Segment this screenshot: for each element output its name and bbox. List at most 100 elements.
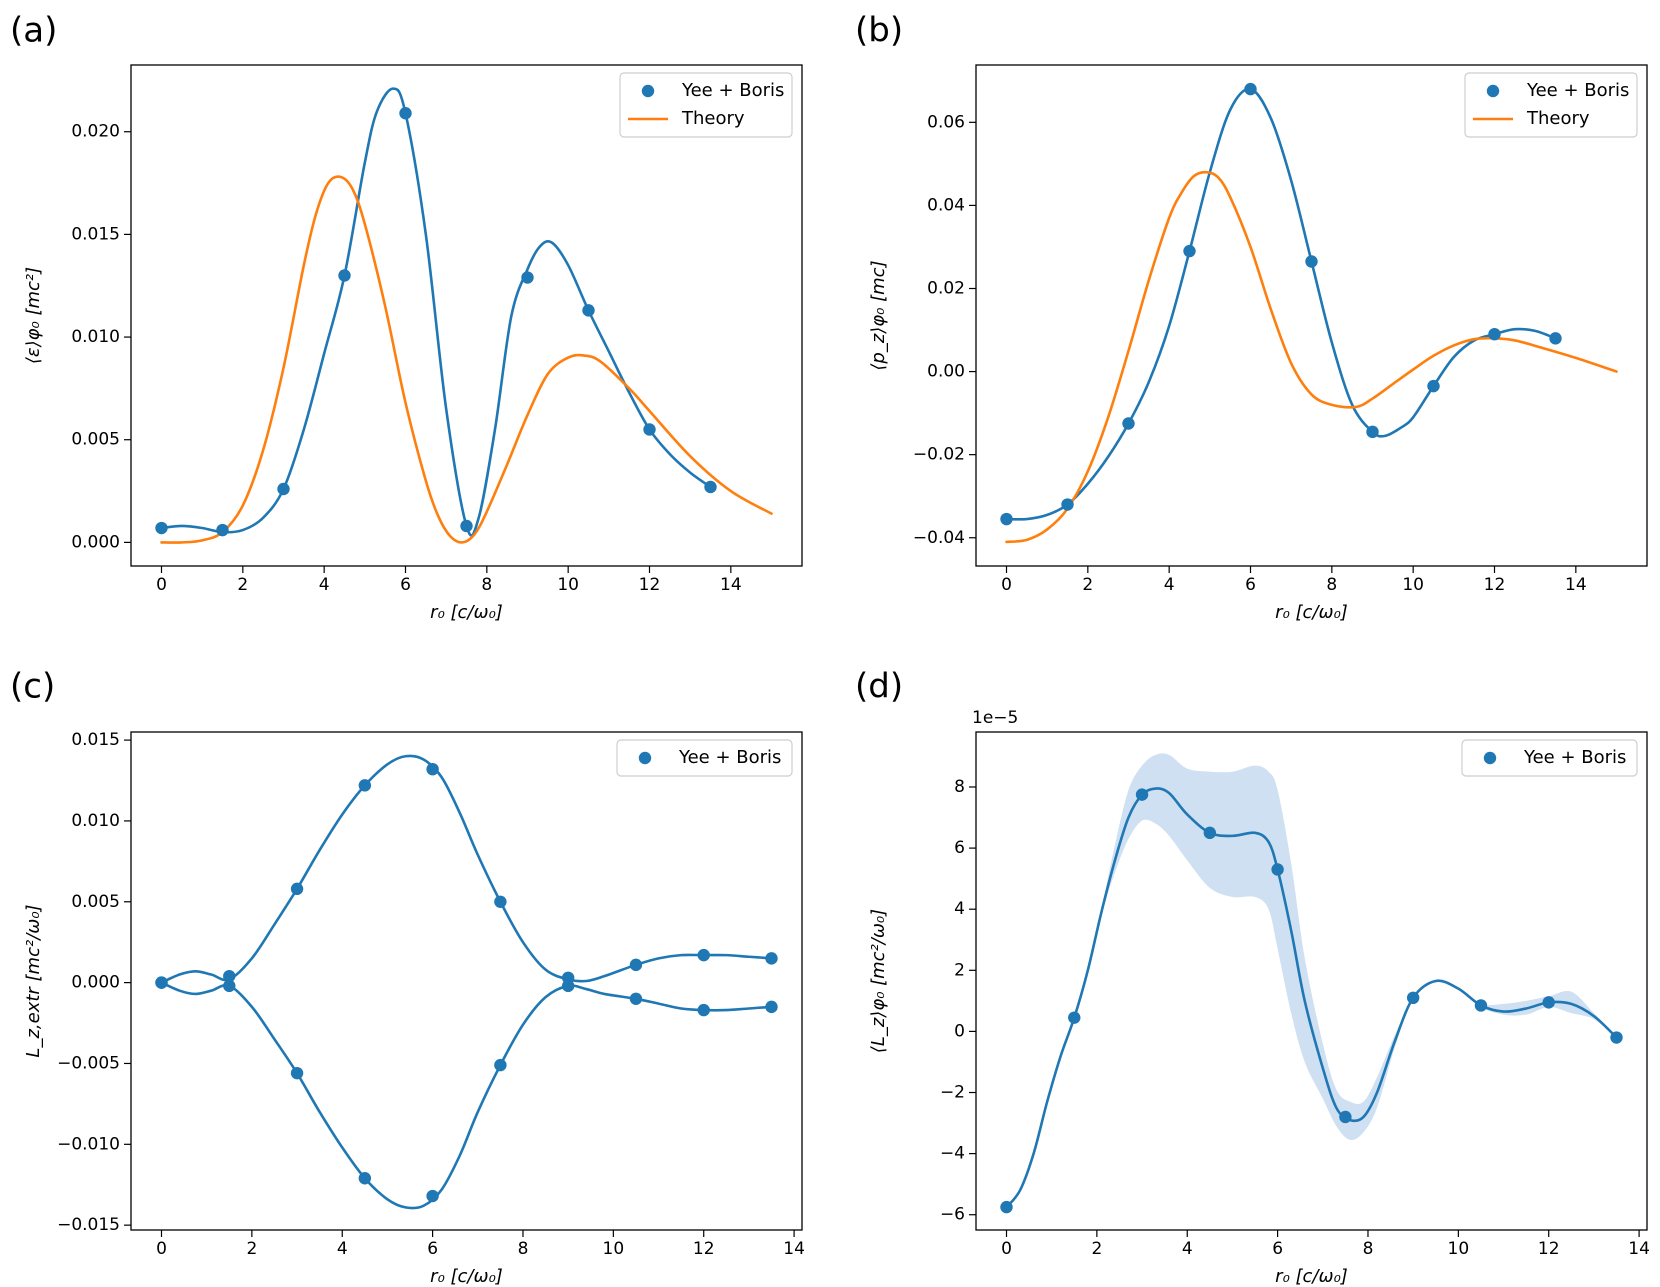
x-axis-label: r₀ [c/ω₀] [1275, 602, 1348, 623]
fit-line [1005, 87, 1557, 521]
x-tick-label: 12 [1484, 575, 1506, 595]
x-tick-label: 6 [1245, 575, 1256, 595]
legend: Yee + Boris [1461, 739, 1638, 777]
x-tick-label: 12 [693, 1239, 715, 1259]
legend-frame [1461, 739, 1638, 777]
x-tick-label: 0 [1001, 575, 1012, 595]
plot-area [155, 754, 778, 1210]
legend-marker-icon [641, 84, 655, 98]
plot-area [155, 87, 773, 544]
y-tick-label: 0.00 [927, 362, 965, 382]
data-point [697, 1003, 710, 1017]
plot-area [1000, 753, 1623, 1214]
data-point [426, 1189, 439, 1203]
y-tick-label: 0.000 [71, 532, 120, 552]
data-point [290, 1066, 304, 1080]
x-tick-label: 14 [1628, 1239, 1650, 1259]
data-point [155, 521, 168, 535]
y-tick-label: −6 [940, 1205, 965, 1225]
y-axis-label: ⟨L_z⟩φ₀ [mc²/ω₀] [868, 909, 889, 1053]
y-tick-label: 0.000 [71, 973, 120, 993]
data-point [460, 519, 473, 533]
legend: Yee + Boris [616, 739, 793, 777]
data-point [1068, 1011, 1081, 1024]
panel-label: (c) [10, 667, 55, 707]
data-point [1061, 498, 1074, 511]
data-point [216, 523, 229, 537]
y-tick-label: 0.06 [927, 112, 965, 132]
legend-entry: Yee + Boris [1523, 747, 1626, 768]
y-axis-label: ⟨p_z⟩φ₀ [mc] [868, 260, 889, 370]
x-tick-label: 10 [603, 1239, 625, 1259]
y-tick-label: −2 [940, 1083, 965, 1103]
y-tick-label: −0.015 [57, 1215, 120, 1235]
plot-area [1000, 82, 1618, 544]
y-tick-label: 0.010 [71, 327, 120, 347]
data-point [1000, 1200, 1013, 1214]
x-tick-label: 14 [783, 1239, 805, 1259]
fit-line [160, 754, 773, 984]
legend-marker-icon [1486, 84, 1500, 98]
y-tick-label: −0.005 [57, 1053, 120, 1073]
y-tick-label: 0.015 [71, 224, 120, 244]
data-point [1610, 1031, 1623, 1044]
data-point [1122, 417, 1135, 430]
axes-frame [130, 64, 803, 567]
data-point [1339, 1110, 1352, 1124]
data-point [494, 1058, 507, 1072]
fit-line [160, 981, 773, 1210]
data-point [643, 423, 656, 436]
y-tick-label: −4 [940, 1144, 965, 1164]
y-tick-label: 2 [954, 960, 965, 980]
legend-frame [616, 739, 793, 777]
x-tick-label: 8 [1363, 1239, 1374, 1259]
data-point [765, 952, 778, 965]
x-tick-label: 4 [337, 1239, 348, 1259]
panel-d: (d) 0 2 4 6 8 10 12 14 −6 −4 −2 0 2 4 6 8 1e−5 r₀ [c/ω₀] ⟨L… [855, 667, 1650, 1287]
data-point [1488, 327, 1501, 341]
data-point [1000, 512, 1013, 526]
data-point [358, 779, 372, 792]
x-tick-label: 0 [156, 575, 167, 595]
y-tick-label: −0.04 [913, 528, 965, 548]
theory-line [160, 175, 773, 544]
data-point [1427, 379, 1440, 393]
x-tick-label: 12 [1538, 1239, 1560, 1259]
y-tick-label: 8 [954, 777, 965, 797]
y-tick-label: 4 [954, 899, 965, 919]
data-point [223, 979, 236, 993]
x-axis-label: r₀ [c/ω₀] [430, 1266, 503, 1287]
y-axis-label: L_z,extr [mc²/ω₀] [23, 904, 44, 1057]
x-tick-label: 8 [518, 1239, 529, 1259]
x-tick-label: 6 [427, 1239, 438, 1259]
legend-entry: Theory [681, 108, 745, 129]
data-point [521, 271, 534, 284]
x-tick-label: 4 [319, 575, 330, 595]
data-point [765, 1000, 778, 1014]
data-point [223, 969, 236, 983]
y-tick-label: 0.02 [927, 278, 965, 298]
data-point [704, 480, 717, 494]
axis-offset-label: 1e−5 [972, 708, 1018, 728]
data-point [1135, 788, 1149, 801]
legend-frame [1464, 72, 1638, 138]
x-tick-label: 4 [1182, 1239, 1193, 1259]
x-tick-label: 10 [557, 575, 579, 595]
data-point [277, 482, 290, 496]
legend-entry: Yee + Boris [681, 80, 784, 101]
data-point [426, 762, 439, 776]
panel-c: (c) 0 2 4 6 8 10 12 14 −0.015 −0.010 −0.005 0.000 0.0… [10, 667, 805, 1287]
legend-entry: Yee + Boris [1526, 80, 1629, 101]
y-tick-label: 0.020 [71, 122, 120, 142]
data-point [1406, 991, 1420, 1005]
panel-label: (a) [10, 11, 57, 51]
data-point [1244, 82, 1257, 96]
fit-line [160, 87, 712, 537]
legend: Yee + Boris Theory [619, 72, 793, 138]
data-point [1542, 996, 1555, 1009]
y-tick-label: 0.04 [927, 195, 965, 215]
x-tick-label: 14 [720, 575, 742, 595]
legend-frame [619, 72, 793, 138]
data-point [1305, 255, 1318, 268]
